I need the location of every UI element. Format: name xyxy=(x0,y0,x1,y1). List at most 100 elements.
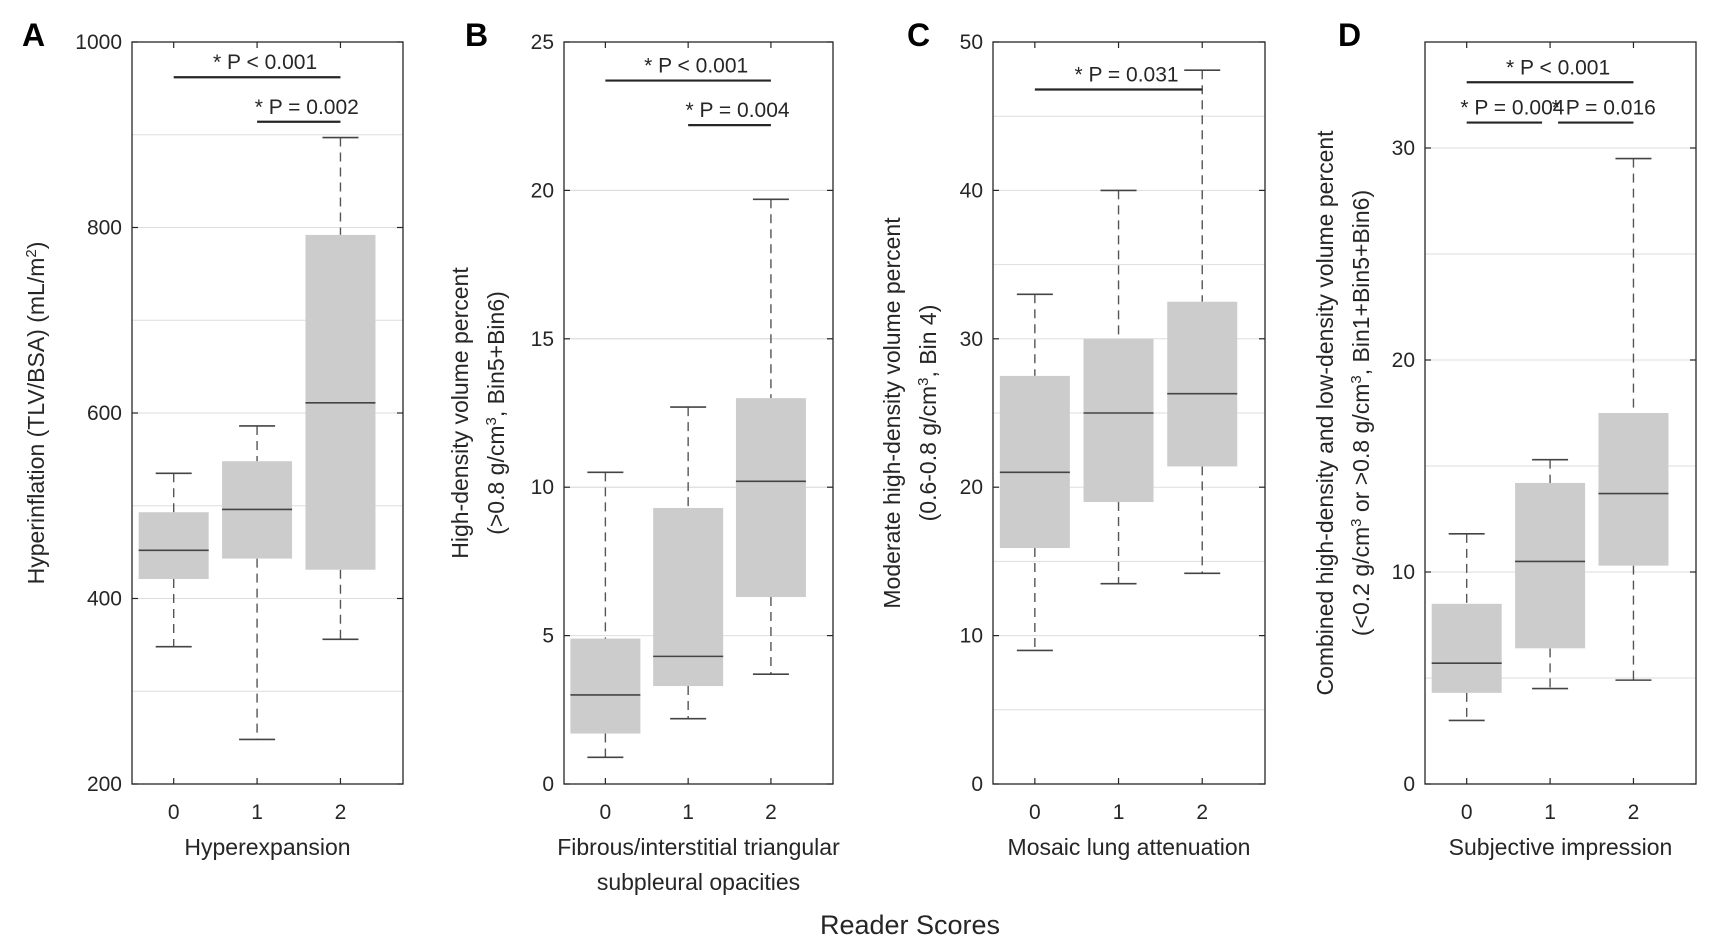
x-tick-label: 2 xyxy=(1628,801,1640,824)
y-tick-label: 25 xyxy=(531,31,554,54)
box-2 xyxy=(1598,157,1669,681)
significance-label: * P = 0.004 xyxy=(1460,97,1564,120)
x-axis-label: Fibrous/interstitial triangular xyxy=(557,834,840,860)
panel-c: 0 10 20 30 40 50 0 1 2 C Mosaic lung attenuation Mo… xyxy=(879,17,1266,860)
label-text: Moderate high-density volume percent xyxy=(879,217,905,609)
y-tick-label: 20 xyxy=(1392,349,1415,372)
box-0 xyxy=(1431,533,1502,722)
label-text: , Bin 4) xyxy=(915,305,941,378)
iqr-box xyxy=(570,638,641,734)
significance-label: * P = 0.004 xyxy=(685,99,789,122)
x-axis-label: Subjective impression xyxy=(1449,834,1673,860)
y-tick-label: 10 xyxy=(531,476,554,499)
y-tick-label: 0 xyxy=(1403,773,1415,796)
y-tick-label: 20 xyxy=(531,179,554,202)
superscript: 3 xyxy=(915,378,932,386)
significance-star: * xyxy=(213,51,227,74)
y-tick-label: 50 xyxy=(960,31,983,54)
p-value: P < 0.001 xyxy=(1520,56,1610,79)
x-tick-label: 2 xyxy=(765,801,777,824)
x-tick-label: 1 xyxy=(1544,801,1556,824)
iqr-box xyxy=(1515,482,1586,649)
iqr-box xyxy=(1598,413,1669,566)
panel-letter: D xyxy=(1338,17,1361,53)
superscript: 3 xyxy=(1348,375,1365,383)
p-value: P < 0.001 xyxy=(227,51,317,74)
y-axis-label: Moderate high-density volume percent xyxy=(879,217,905,609)
box-2 xyxy=(1167,69,1238,575)
label-text: , Bin1+Bin5+Bin6) xyxy=(1348,190,1374,375)
label-text: (0.6-0.8 g/cm xyxy=(915,386,941,522)
x-tick-label: 1 xyxy=(682,801,694,824)
panel-b: 0 5 10 15 20 25 0 1 2 B Fibrous/interstitial trian… xyxy=(447,17,840,895)
box-1 xyxy=(1515,458,1586,690)
x-tick-label: 0 xyxy=(1461,801,1473,824)
significance-label: * P = 0.002 xyxy=(255,96,359,119)
significance-label: * P < 0.001 xyxy=(1506,56,1610,79)
box-1 xyxy=(1083,189,1154,585)
y-tick-label: 30 xyxy=(1392,137,1415,160)
significance-star: * xyxy=(1074,63,1088,86)
y-axis-label: Combined high-density and low-density vo… xyxy=(1312,130,1338,696)
y-tick-label: 10 xyxy=(960,625,983,648)
significance-star: * xyxy=(1506,56,1520,79)
label-text: Combined high-density and low-density vo… xyxy=(1312,130,1338,696)
label-text: or >0.8 g/cm xyxy=(1348,384,1374,519)
iqr-box xyxy=(653,507,724,687)
y-tick-label: 15 xyxy=(531,328,554,351)
iqr-box xyxy=(138,512,209,580)
y-tick-label: 400 xyxy=(87,588,122,611)
p-value: P = 0.002 xyxy=(269,96,359,119)
significance-label: * P = 0.031 xyxy=(1074,63,1178,86)
x-axis-label: subpleural opacities xyxy=(597,869,800,895)
iqr-box xyxy=(999,375,1070,549)
panel-letter: B xyxy=(465,17,488,53)
x-tick-label: 2 xyxy=(335,801,347,824)
panel-letter: C xyxy=(907,17,930,53)
x-tick-label: 0 xyxy=(600,801,612,824)
significance-label: * P < 0.001 xyxy=(213,51,317,74)
box-2 xyxy=(305,136,376,641)
axes-frame xyxy=(1424,41,1697,785)
significance-star: * xyxy=(1552,97,1566,120)
y-axis-label: Hyperinflation (TLV/BSA) (mL/m2) xyxy=(23,242,50,585)
y-tick-label: 10 xyxy=(1392,561,1415,584)
y-axis-label: High-density volume percent xyxy=(447,267,473,559)
significance-label: * P = 0.016 xyxy=(1552,97,1656,120)
y-tick-label: 600 xyxy=(87,402,122,425)
x-tick-label: 2 xyxy=(1196,801,1208,824)
label-text: High-density volume percent xyxy=(447,267,473,559)
y-tick-label: 30 xyxy=(960,328,983,351)
label-text: (>0.8 g/cm xyxy=(483,426,509,535)
p-value: P = 0.004 xyxy=(1474,97,1564,120)
iqr-box xyxy=(1167,301,1238,467)
x-tick-label: 1 xyxy=(251,801,263,824)
significance-star: * xyxy=(685,99,699,122)
label-text: (<0.2 g/cm xyxy=(1348,527,1374,636)
y-tick-label: 0 xyxy=(542,773,554,796)
significance-star: * xyxy=(1460,97,1474,120)
label-text: Hyperinflation (TLV/BSA) (mL/m xyxy=(23,258,49,585)
x-tick-label: 1 xyxy=(1113,801,1125,824)
box-1 xyxy=(653,406,724,720)
panel-a: 200 400 600 800 1000 0 1 2 A Hyperexpansion Hyperi… xyxy=(22,17,404,860)
y-axis-label: (<0.2 g/cm3 or >0.8 g/cm3, Bin1+Bin5+Bin… xyxy=(1348,190,1375,636)
label-text: , Bin5+Bin6) xyxy=(483,291,509,417)
axes-frame xyxy=(992,41,1266,785)
x-tick-label: 0 xyxy=(1029,801,1041,824)
significance-label: * P < 0.001 xyxy=(644,55,748,78)
box-2 xyxy=(735,198,806,675)
y-tick-label: 40 xyxy=(960,179,983,202)
significance-star: * xyxy=(255,96,269,119)
p-value: P = 0.031 xyxy=(1088,63,1178,86)
label-text: ) xyxy=(23,242,49,250)
y-tick-label: 1000 xyxy=(75,31,122,54)
y-tick-label: 800 xyxy=(87,217,122,240)
box-0 xyxy=(570,471,641,759)
box-1 xyxy=(222,425,293,741)
y-tick-label: 0 xyxy=(971,773,983,796)
panel-d: 0 10 20 30 0 1 2 D Subjective impression Combined… xyxy=(1312,17,1697,860)
superscript: 3 xyxy=(483,417,500,425)
box-0 xyxy=(138,472,209,648)
